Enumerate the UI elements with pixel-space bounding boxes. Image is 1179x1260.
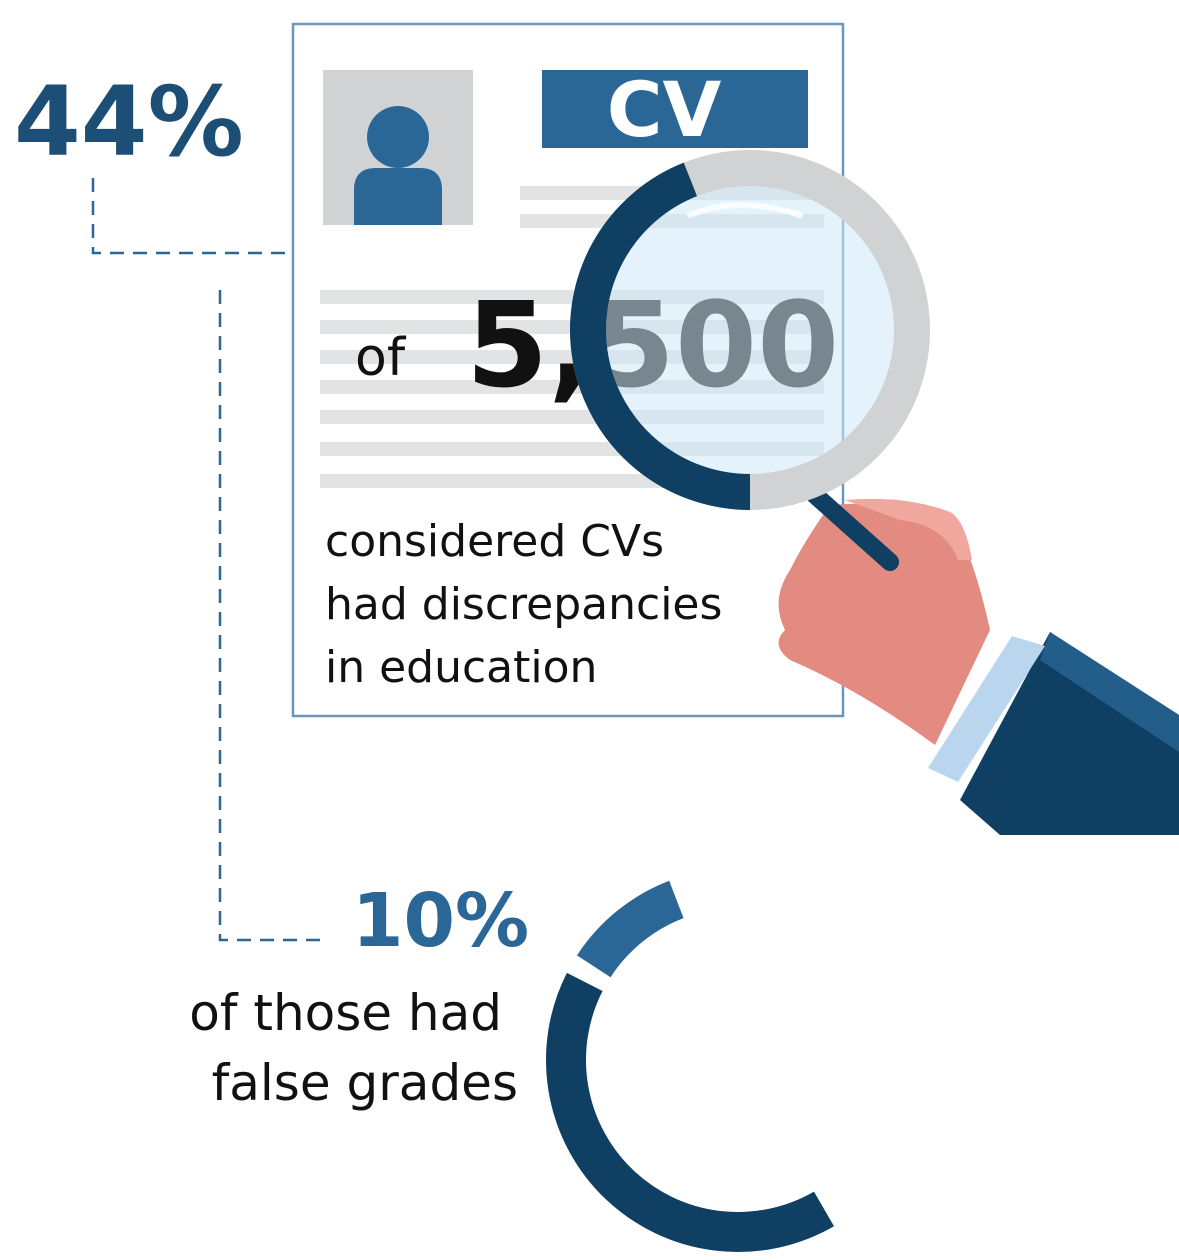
infographic: CV of 5,500 considered CVs had discrepan…	[0, 0, 1179, 1256]
stat-main: 44%	[14, 66, 244, 178]
caption-line: considered CVs	[325, 516, 664, 567]
cv-badge-text: CV	[607, 65, 722, 154]
avatar-body	[354, 168, 442, 225]
note-line: of those had	[189, 984, 502, 1042]
avatar-head	[367, 106, 429, 168]
stat-sub: 10%	[352, 878, 529, 964]
caption-line: had discrepancies	[325, 579, 722, 630]
total-prefix: of	[355, 328, 407, 388]
caption-line: in education	[325, 642, 597, 693]
note-line: false grades	[212, 1054, 518, 1112]
ring-arc	[566, 982, 824, 1232]
share-arc	[594, 899, 677, 966]
